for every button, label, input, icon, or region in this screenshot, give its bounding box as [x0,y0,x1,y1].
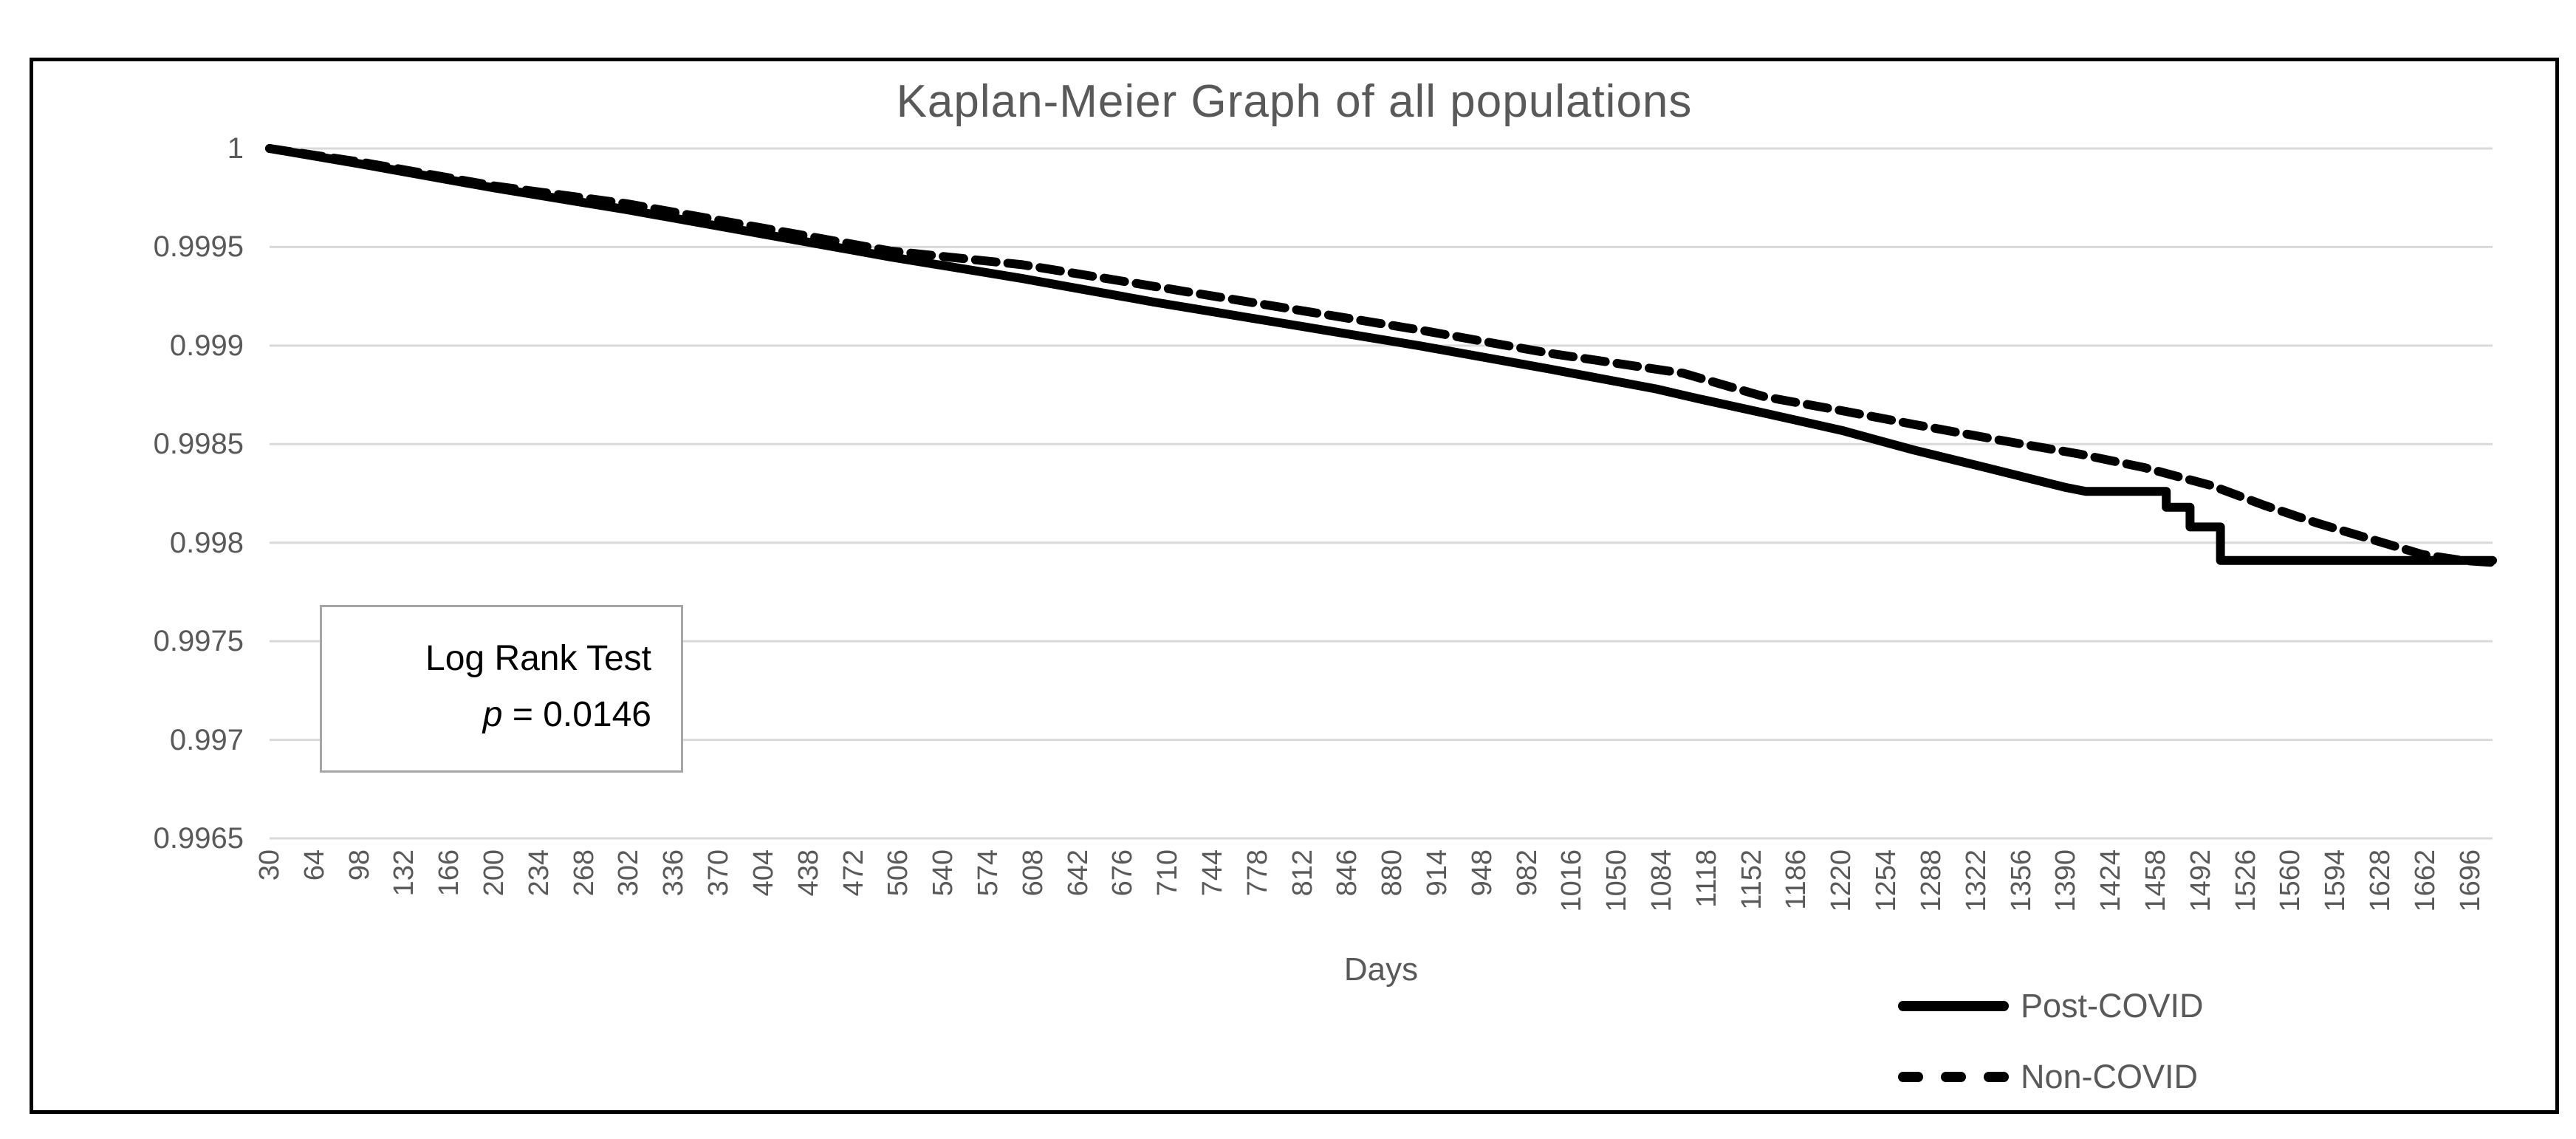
x-tick-label: 1662 [2409,849,2441,912]
legend-label-non-covid: Non-COVID [2021,1058,2199,1095]
x-tick-label: 744 [1196,849,1228,897]
x-tick-label: 1390 [2050,849,2082,912]
chart-title: Kaplan-Meier Graph of all populations [896,76,1693,127]
x-tick-label: 404 [747,849,779,897]
x-tick-label: 1084 [1646,849,1678,912]
x-tick-label: 1424 [2095,849,2127,912]
x-tick-label: 1560 [2275,849,2306,912]
chart-frame [30,58,2559,1114]
y-tick-label: 0.999 [169,329,244,362]
legend: Post-COVID Non-COVID [1898,982,2204,1101]
x-tick-label: 132 [388,849,420,897]
x-tick-label: 234 [523,849,555,897]
x-tick-label: 1186 [1781,849,1812,910]
x-tick-label: 1696 [2454,849,2486,912]
x-tick-label: 1016 [1556,849,1588,912]
x-tick-label: 710 [1152,849,1184,897]
y-tick-label: 0.9975 [153,625,244,658]
x-tick-label: 1458 [2140,849,2171,912]
x-tick-label: 1628 [2364,849,2396,912]
x-tick-label: 98 [343,849,375,881]
x-tick-label: 30 [254,849,285,881]
y-tick-label: 0.9995 [153,230,244,264]
x-axis-title: Days [1343,951,1419,988]
x-tick-label: 812 [1287,849,1318,897]
x-tick-label: 1322 [1960,849,1992,912]
x-tick-label: 778 [1241,849,1273,897]
x-tick-label: 506 [883,849,914,897]
x-tick-label: 268 [568,849,600,897]
x-tick-label: 1288 [1915,849,1947,912]
x-tick-label: 1254 [1871,849,1902,912]
x-tick-label: 200 [479,849,510,897]
x-tick-label: 574 [972,849,1004,897]
legend-item-non-covid: Non-COVID [1898,1053,2204,1101]
x-tick-label: 880 [1377,849,1408,897]
x-tick-label: 302 [613,849,645,897]
log-rank-annotation-box: Log Rank Test p = 0.0146 [320,605,683,773]
x-tick-label: 642 [1062,849,1094,897]
y-tick-label: 0.9985 [153,428,244,461]
y-tick-label: 0.9965 [153,822,244,855]
x-tick-label: 336 [658,849,690,897]
solid-line-marker-icon [1898,1001,2009,1011]
x-tick-label: 472 [837,849,869,897]
x-tick-label: 370 [703,849,735,897]
post-covid-curve [265,144,2497,565]
x-tick-label: 1050 [1601,849,1633,912]
y-tick-label: 0.997 [169,723,244,756]
p-value: = 0.0146 [502,695,651,734]
y-tick-label: 0.998 [169,526,244,559]
x-tick-label: 1356 [2005,849,2037,912]
x-tick-label: 608 [1017,849,1049,897]
x-tick-label: 1492 [2185,849,2216,912]
non-covid-curve [265,144,2497,567]
x-tick-label: 1118 [1690,849,1722,908]
x-tick-label: 438 [792,849,824,897]
x-tick-label: 846 [1332,849,1363,897]
x-tick-label: 914 [1422,849,1453,897]
legend-label-post-covid: Post-COVID [2021,987,2204,1025]
x-tick-label: 1526 [2230,849,2261,912]
x-tick-label: 540 [928,849,959,897]
x-tick-label: 64 [298,849,330,881]
x-tick-label: 166 [434,849,465,897]
log-rank-test-label: Log Rank Test [425,639,651,678]
p-symbol: p [482,695,503,734]
x-tick-label: 1594 [2320,849,2351,912]
legend-item-post-covid: Post-COVID [1898,982,2204,1030]
x-tick-label: 1220 [1826,849,1857,912]
y-tick-label: 1 [227,132,244,165]
dashed-line-marker-icon [1898,1072,2009,1082]
x-tick-label: 1152 [1736,849,1767,910]
x-tick-label: 676 [1107,849,1139,897]
p-value-line: p = 0.0146 [322,687,651,743]
x-tick-label: 948 [1466,849,1498,897]
x-tick-label: 982 [1511,849,1543,897]
